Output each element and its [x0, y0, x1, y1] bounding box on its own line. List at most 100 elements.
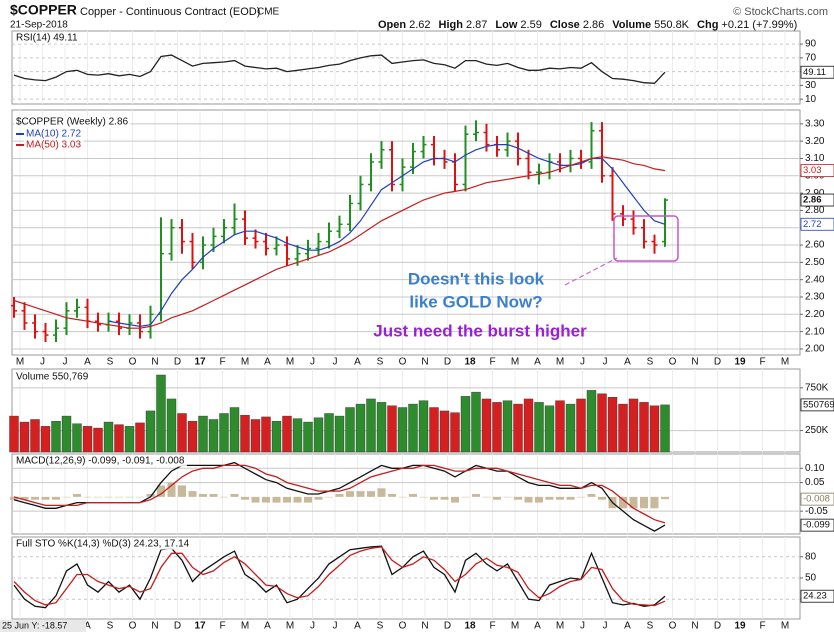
- histogram-bar: [115, 496, 123, 498]
- value-tag-box: [800, 65, 834, 79]
- quote-value: 2.62: [409, 19, 430, 31]
- volume-bar: [30, 419, 40, 453]
- histogram-bar: [125, 496, 134, 498]
- histogram-bar: [230, 494, 239, 497]
- quote-label: Volume: [612, 19, 651, 31]
- histogram-bar: [251, 496, 260, 503]
- volume-bar: [534, 402, 544, 453]
- volume-bar: [576, 398, 586, 453]
- histogram-bar: [157, 485, 165, 497]
- x-tick-label: M: [781, 621, 789, 632]
- annotation: Doesn't this look: [408, 269, 545, 288]
- x-tick-label: A: [264, 621, 271, 632]
- volume-bar: [597, 393, 607, 453]
- y-tick-label: 0.05: [805, 477, 825, 488]
- histogram-bar: [587, 494, 596, 497]
- x-tick-label: M: [781, 357, 789, 368]
- x-tick-label: J: [310, 357, 315, 368]
- volume-bar: [565, 403, 576, 453]
- volume-bar: [114, 424, 124, 453]
- histogram-bar: [577, 496, 585, 498]
- y-tick-label: 250K: [805, 425, 829, 436]
- value-tag-box: [800, 589, 834, 603]
- volume-bar: [51, 420, 61, 453]
- legend-label: $COPPER (Weekly) 2.86: [16, 117, 129, 128]
- volume-bar: [219, 413, 229, 453]
- x-tick-label: A: [624, 357, 631, 368]
- x-tick-label: J: [580, 357, 585, 368]
- legend-bg: [14, 116, 131, 128]
- histogram-bar: [419, 496, 428, 498]
- value-tag-box: [800, 518, 834, 532]
- volume-bar: [523, 398, 534, 453]
- legend-bg: [14, 538, 192, 550]
- value-tag: 3.03: [803, 165, 822, 176]
- x-tick-label: D: [714, 621, 721, 632]
- x-tick-label: J: [333, 357, 338, 368]
- value-tag: 49.11: [803, 67, 826, 78]
- value-tag: -0.099: [803, 520, 830, 531]
- volume-bar: [513, 403, 523, 453]
- histogram-bar: [314, 496, 323, 500]
- volume-bar: [198, 415, 208, 453]
- y-tick-label: 2.10: [805, 326, 825, 337]
- x-tick-label: 19: [734, 621, 746, 632]
- volume-bar: [271, 420, 282, 453]
- volume-bar: [103, 421, 114, 453]
- volume-bar: [607, 397, 618, 453]
- legend-label: Full STO %K(14,3) %D(3) 24.23, 17.14: [16, 539, 190, 550]
- quote-label: Open: [378, 19, 406, 31]
- x-tick-label: O: [129, 621, 137, 632]
- x-tick-label: D: [714, 357, 721, 368]
- histogram-bar: [241, 496, 249, 500]
- x-tick-label: M: [241, 621, 249, 632]
- x-tick-label: O: [129, 357, 137, 368]
- x-tick-label: D: [174, 357, 181, 368]
- x-tick-label: O: [669, 621, 677, 632]
- value-tag-box: [800, 492, 834, 506]
- histogram-bar: [472, 494, 480, 497]
- x-tick-label: N: [691, 357, 698, 368]
- histogram-bar: [167, 482, 176, 497]
- annotation: like GOLD Now?: [409, 292, 542, 311]
- date: 21-Sep-2018: [10, 20, 68, 31]
- value-tag-box: [800, 164, 834, 178]
- value-tag: 24.23: [803, 591, 827, 602]
- histogram-bar: [346, 491, 354, 497]
- histogram-bar: [503, 496, 512, 498]
- histogram-bar: [640, 496, 648, 509]
- histogram-bar: [335, 494, 344, 497]
- y-tick-label: 30: [805, 80, 817, 91]
- volume-bar: [639, 402, 649, 453]
- legend-label: Volume 550,769: [16, 372, 89, 383]
- readout: 25 Jun Y: -18.57: [2, 620, 67, 630]
- legend-label: MACD(12,26,9) -0.099, -0.091, -0.008: [16, 456, 185, 467]
- quote-label: Low: [495, 19, 517, 31]
- x-tick-label: M: [286, 621, 294, 632]
- volume-bar: [145, 410, 156, 453]
- volume-bar: [544, 405, 555, 453]
- x-tick-label: N: [421, 357, 428, 368]
- volume-bar: [618, 403, 628, 453]
- histogram-bar: [283, 496, 291, 503]
- volume-bar: [418, 400, 429, 453]
- y-tick-label: 2.40: [805, 274, 825, 285]
- volume-bar: [208, 419, 219, 453]
- legend-label: MA(50) 3.03: [26, 140, 81, 151]
- quote-value: 2.87: [466, 19, 487, 31]
- volume-bar: [586, 390, 597, 453]
- x-tick-label: 18: [464, 621, 476, 632]
- x-tick-label: S: [107, 357, 114, 368]
- x-tick-label: 18: [464, 357, 476, 368]
- volume-bar: [282, 415, 292, 453]
- legend-bg: [24, 139, 84, 151]
- value-tag: 550769: [803, 399, 834, 410]
- histogram-bar: [566, 496, 575, 500]
- histogram-bar: [73, 494, 81, 497]
- volume-bar: [492, 402, 502, 453]
- x-tick-label: F: [219, 621, 225, 632]
- value-tag: 2.86: [803, 195, 822, 206]
- volume-bar: [439, 410, 450, 453]
- x-tick-label: D: [174, 621, 181, 632]
- histogram-bar: [146, 494, 155, 497]
